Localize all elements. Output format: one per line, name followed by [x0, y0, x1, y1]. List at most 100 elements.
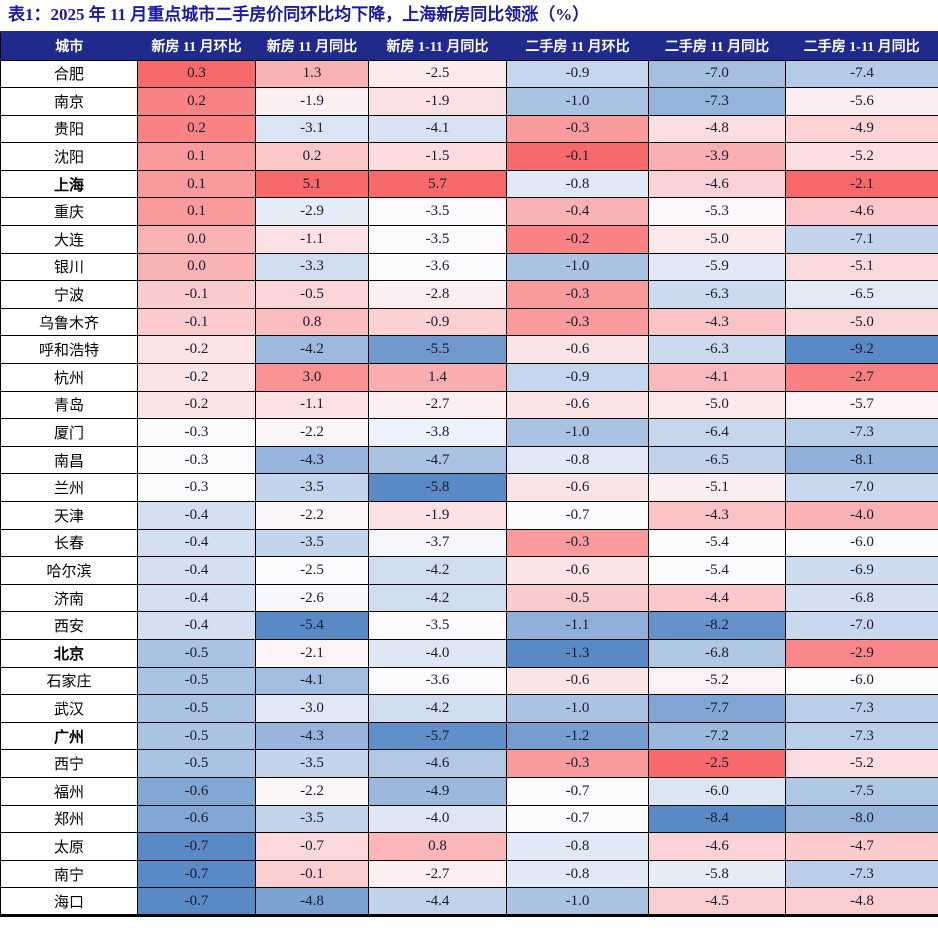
value-cell: 0.2: [137, 114, 256, 144]
city-cell: 哈尔滨: [0, 556, 138, 585]
value-cell: -0.1: [506, 142, 649, 171]
value-cell: 1.3: [255, 59, 369, 89]
value-cell: -0.1: [255, 859, 369, 889]
value-cell: -1.9: [255, 87, 369, 116]
value-cell: -5.9: [648, 252, 786, 282]
table-row: 天津 -0.4 -2.2 -1.9 -0.7 -4.3 -4.0: [0, 501, 938, 530]
value-cell: -0.5: [137, 749, 256, 778]
value-cell: -4.8: [785, 887, 938, 916]
value-cell: -0.3: [506, 114, 649, 144]
city-cell: 沈阳: [0, 142, 138, 171]
table-row: 郑州 -0.6 -3.5 -4.0 -0.7 -8.4 -8.0: [0, 804, 938, 834]
value-cell: -5.2: [648, 666, 786, 696]
table-row: 厦门 -0.3 -2.2 -3.8 -1.0 -6.4 -7.3: [0, 418, 938, 447]
value-cell: -2.6: [255, 583, 369, 613]
value-cell: -0.3: [506, 280, 649, 309]
value-cell: -3.6: [368, 666, 507, 696]
value-cell: -1.0: [506, 87, 649, 116]
value-cell: -0.4: [137, 611, 256, 640]
value-cell: -8.2: [648, 611, 786, 640]
housing-price-heatmap-table: 城市 新房 11 月环比 新房 11 月同比 新房 1-11 月同比 二手房 11 月环…: [0, 31, 938, 917]
value-cell: 3.0: [255, 363, 369, 392]
value-cell: -7.7: [648, 694, 786, 723]
value-cell: -3.5: [255, 528, 369, 558]
value-cell: -4.9: [785, 114, 938, 144]
value-cell: -7.3: [785, 721, 938, 751]
value-cell: -1.0: [506, 252, 649, 282]
value-cell: -7.0: [785, 473, 938, 502]
value-cell: -7.3: [785, 694, 938, 723]
table-row: 合肥 0.3 1.3 -2.5 -0.9 -7.0 -7.4: [0, 59, 938, 89]
column-header-5: 二手房 11 月同比: [648, 32, 786, 61]
value-cell: -5.0: [648, 225, 786, 254]
value-cell: -8.1: [785, 445, 938, 475]
value-cell: -1.0: [506, 887, 649, 916]
value-cell: -0.3: [506, 749, 649, 778]
value-cell: -4.4: [368, 887, 507, 916]
value-cell: -0.6: [506, 390, 649, 420]
table-row: 南宁 -0.7 -0.1 -2.7 -0.8 -5.8 -7.3: [0, 859, 938, 889]
value-cell: -1.3: [506, 638, 649, 668]
value-cell: -2.7: [368, 390, 507, 420]
table-row: 南昌 -0.3 -4.3 -4.7 -0.8 -6.5 -8.1: [0, 445, 938, 475]
value-cell: -9.2: [785, 335, 938, 365]
value-cell: -4.7: [368, 445, 507, 475]
value-cell: -5.3: [648, 197, 786, 227]
value-cell: -5.7: [368, 721, 507, 751]
value-cell: -2.2: [255, 418, 369, 447]
value-cell: -3.5: [255, 473, 369, 502]
value-cell: -6.8: [648, 638, 786, 668]
value-cell: 0.3: [137, 59, 256, 89]
value-cell: -4.1: [255, 666, 369, 696]
value-cell: -1.0: [506, 694, 649, 723]
value-cell: -2.1: [785, 169, 938, 199]
city-cell: 广州: [0, 721, 138, 751]
value-cell: -4.0: [368, 804, 507, 834]
value-cell: -5.1: [648, 473, 786, 502]
value-cell: -0.4: [137, 556, 256, 585]
value-cell: -6.4: [648, 418, 786, 447]
value-cell: -2.7: [368, 859, 507, 889]
city-cell: 青岛: [0, 390, 138, 420]
column-header-1: 新房 11 月环比: [137, 32, 256, 61]
value-cell: -2.9: [785, 638, 938, 668]
value-cell: -8.0: [785, 804, 938, 834]
value-cell: -0.9: [368, 307, 507, 337]
value-cell: -0.5: [255, 280, 369, 309]
city-cell: 厦门: [0, 418, 138, 447]
value-cell: -2.1: [255, 638, 369, 668]
table-row: 呼和浩特 -0.2 -4.2 -5.5 -0.6 -6.3 -9.2: [0, 335, 938, 365]
value-cell: -0.5: [506, 583, 649, 613]
value-cell: -0.6: [506, 473, 649, 502]
value-cell: -0.8: [506, 445, 649, 475]
value-cell: -5.5: [368, 335, 507, 365]
value-cell: -3.7: [368, 528, 507, 558]
table-row: 杭州 -0.2 3.0 1.4 -0.9 -4.1 -2.7: [0, 363, 938, 392]
value-cell: 0.2: [137, 87, 256, 116]
value-cell: -4.0: [785, 501, 938, 530]
value-cell: -7.1: [785, 225, 938, 254]
city-cell: 武汉: [0, 694, 138, 723]
value-cell: -7.3: [648, 87, 786, 116]
value-cell: -6.9: [785, 556, 938, 585]
table-row: 青岛 -0.2 -1.1 -2.7 -0.6 -5.0 -5.7: [0, 390, 938, 420]
value-cell: -5.2: [785, 749, 938, 778]
value-cell: -0.7: [137, 832, 256, 861]
value-cell: -4.6: [648, 832, 786, 861]
value-cell: -2.5: [255, 556, 369, 585]
value-cell: -7.3: [785, 859, 938, 889]
value-cell: 0.1: [137, 197, 256, 227]
value-cell: -6.0: [648, 776, 786, 806]
city-cell: 乌鲁木齐: [0, 307, 138, 337]
value-cell: -0.4: [137, 528, 256, 558]
value-cell: 0.2: [255, 142, 369, 171]
value-cell: -3.8: [368, 418, 507, 447]
value-cell: -8.4: [648, 804, 786, 834]
value-cell: -5.8: [648, 859, 786, 889]
value-cell: 5.7: [368, 169, 507, 199]
table-row: 兰州 -0.3 -3.5 -5.8 -0.6 -5.1 -7.0: [0, 473, 938, 502]
value-cell: -6.3: [648, 335, 786, 365]
value-cell: -4.2: [368, 556, 507, 585]
table-row: 武汉 -0.5 -3.0 -4.2 -1.0 -7.7 -7.3: [0, 694, 938, 723]
table-row: 宁波 -0.1 -0.5 -2.8 -0.3 -6.3 -6.5: [0, 280, 938, 309]
